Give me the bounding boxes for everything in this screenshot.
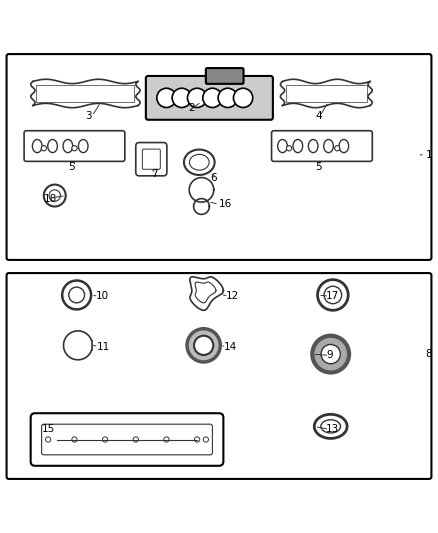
Circle shape (203, 88, 222, 108)
Ellipse shape (308, 140, 318, 152)
Text: 17: 17 (326, 291, 339, 301)
Text: 7: 7 (151, 168, 158, 179)
Circle shape (44, 184, 66, 206)
Circle shape (41, 146, 46, 151)
Circle shape (49, 190, 60, 201)
Circle shape (157, 88, 176, 108)
Text: 1: 1 (426, 150, 432, 160)
Text: 5: 5 (68, 161, 74, 172)
Ellipse shape (48, 140, 57, 152)
FancyBboxPatch shape (142, 149, 160, 169)
Text: 6: 6 (210, 173, 217, 183)
Circle shape (187, 88, 207, 108)
Circle shape (62, 280, 91, 310)
Text: 5: 5 (315, 161, 322, 172)
Circle shape (203, 437, 208, 442)
FancyBboxPatch shape (42, 424, 212, 455)
Circle shape (72, 437, 77, 442)
Circle shape (233, 88, 253, 108)
Text: 9: 9 (326, 350, 333, 360)
Ellipse shape (278, 140, 287, 152)
Ellipse shape (32, 140, 42, 152)
Text: 18: 18 (44, 193, 57, 204)
Circle shape (187, 329, 220, 362)
Text: 16: 16 (219, 199, 232, 209)
Text: 13: 13 (326, 424, 339, 434)
FancyBboxPatch shape (31, 413, 223, 466)
FancyBboxPatch shape (7, 54, 431, 260)
Text: 4: 4 (315, 111, 322, 122)
Circle shape (164, 437, 169, 442)
Ellipse shape (78, 140, 88, 152)
Circle shape (72, 146, 77, 151)
FancyBboxPatch shape (136, 142, 167, 176)
Text: 14: 14 (223, 342, 237, 352)
Ellipse shape (293, 140, 303, 152)
Circle shape (172, 88, 191, 108)
Ellipse shape (339, 140, 349, 152)
Text: 2: 2 (188, 103, 195, 113)
Circle shape (286, 146, 292, 151)
Circle shape (318, 280, 348, 310)
FancyBboxPatch shape (7, 273, 431, 479)
Circle shape (102, 437, 108, 442)
Text: 11: 11 (96, 342, 110, 352)
FancyBboxPatch shape (24, 131, 125, 161)
Circle shape (194, 437, 200, 442)
Circle shape (312, 336, 349, 373)
Circle shape (218, 88, 237, 108)
Circle shape (321, 344, 340, 364)
Circle shape (194, 336, 213, 355)
Bar (36, 85, 134, 102)
Ellipse shape (324, 140, 333, 152)
Text: 3: 3 (85, 111, 92, 122)
Circle shape (46, 437, 51, 442)
Circle shape (133, 437, 138, 442)
FancyBboxPatch shape (146, 76, 273, 120)
Ellipse shape (63, 140, 73, 152)
Text: 15: 15 (42, 424, 55, 434)
Ellipse shape (314, 414, 347, 439)
Text: 12: 12 (226, 291, 239, 301)
Text: 10: 10 (95, 291, 109, 301)
Circle shape (335, 146, 340, 151)
Ellipse shape (184, 150, 215, 175)
FancyBboxPatch shape (206, 68, 244, 84)
Circle shape (69, 287, 85, 303)
Ellipse shape (321, 420, 341, 433)
Circle shape (324, 286, 342, 304)
Text: 8: 8 (426, 349, 432, 359)
Bar (286, 85, 367, 102)
Ellipse shape (190, 155, 209, 170)
FancyBboxPatch shape (272, 131, 372, 161)
